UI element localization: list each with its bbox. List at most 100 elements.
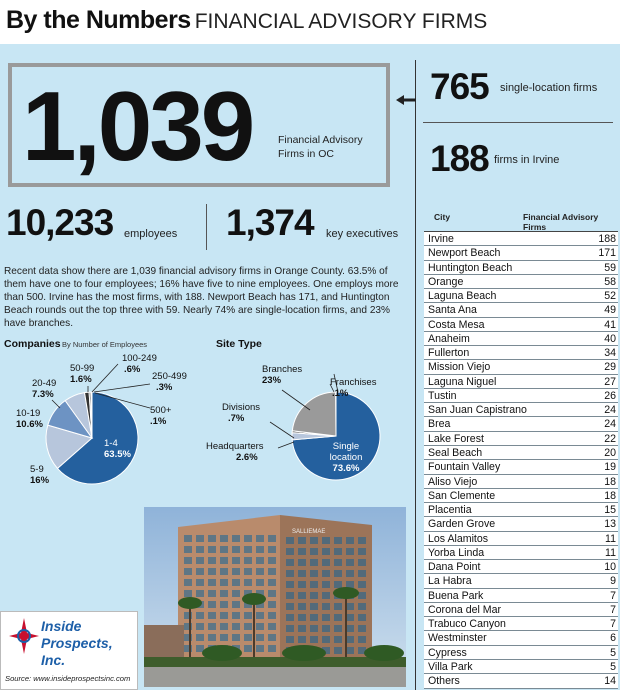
- firm-count: 19: [604, 461, 616, 474]
- office-building-photo: SALLIEMAE: [144, 507, 406, 687]
- table-row: Yorba Linda 11: [424, 545, 618, 561]
- employees-number: 10,233: [6, 202, 114, 243]
- slice-label-5-9: 5-9 16%: [30, 464, 50, 486]
- city-name: Trabuco Canyon: [428, 618, 506, 631]
- building-sign: SALLIEMAE: [292, 529, 325, 535]
- slice-label-100-249: 100-249.6%: [122, 353, 157, 375]
- firm-count: 188: [598, 233, 616, 245]
- companies-slice-1-4: [56, 391, 139, 485]
- companies-slice-5-9: [45, 424, 94, 470]
- firm-count: 26: [604, 389, 616, 402]
- table-row: Laguna Niguel 27: [424, 374, 618, 389]
- irvine-number: 188: [430, 138, 490, 179]
- table-row: Dana Point 10: [424, 560, 618, 575]
- firm-count: 11: [605, 532, 616, 545]
- firm-count: 41: [604, 318, 616, 331]
- table-row: Anaheim 40: [424, 331, 618, 347]
- firm-count: 58: [604, 275, 616, 288]
- city-name: Others: [428, 675, 460, 688]
- table-row: San Juan Capistrano 24: [424, 403, 618, 418]
- city-name: Huntington Beach: [428, 261, 513, 274]
- headline-box: 1,039 Financial Advisory Firms in OC: [8, 63, 390, 187]
- table-row: Tustin 26: [424, 388, 618, 404]
- firm-count: 5: [610, 646, 616, 659]
- city-name: Westminster: [428, 632, 487, 645]
- city-name: Buena Park: [428, 589, 484, 602]
- title-bold: By the Numbers: [6, 6, 191, 34]
- firm-count: 20: [604, 446, 616, 459]
- headline-label: Financial Advisory Firms in OC: [278, 134, 363, 160]
- city-name: Newport Beach: [428, 247, 501, 260]
- slice-label-1-4: 1-4 63.5%: [104, 438, 131, 460]
- city-name: San Clemente: [428, 489, 496, 502]
- single-location-number: 765: [430, 66, 490, 107]
- city-name: San Juan Capistrano: [428, 404, 527, 417]
- city-name: Santa Ana: [428, 304, 477, 317]
- leader-line: [333, 373, 339, 393]
- city-name: Yorba Linda: [428, 546, 485, 559]
- slice-label-headquarters: Headquarters 2.6%: [206, 441, 264, 463]
- city-name: Orange: [428, 275, 464, 288]
- slice-label-divisions: Divisions .7%: [222, 402, 261, 424]
- leader-line: [269, 421, 295, 439]
- executives-label: key executives: [326, 228, 399, 240]
- divider-line: [423, 122, 613, 123]
- table-row: Fullerton 34: [424, 346, 618, 361]
- slice-label-20-49: 20-49 7.3%: [32, 378, 57, 400]
- arrow-icon: [396, 95, 416, 105]
- city-name: Dana Point: [428, 561, 481, 574]
- leader-line: [91, 363, 119, 393]
- firm-count: 22: [604, 432, 616, 445]
- firm-count: 24: [604, 404, 616, 417]
- city-name: Los Alamitos: [428, 532, 489, 545]
- table-row: Santa Ana 49: [424, 303, 618, 318]
- leader-line: [93, 383, 151, 393]
- city-name: Villa Park: [428, 660, 473, 673]
- source-text: Source: www.insideprospectsinc.com: [5, 674, 131, 683]
- leader-line: [277, 441, 295, 449]
- firm-count: 52: [604, 290, 616, 303]
- inside-prospects-logo: Inside Prospects, Inc. Source: www.inside…: [0, 611, 138, 690]
- table-row: Cypress 5: [424, 645, 618, 660]
- slice-label-250-499: 250-499.3%: [152, 371, 187, 393]
- firm-count: 34: [604, 347, 616, 360]
- table-row: Corona del Mar 7: [424, 602, 618, 618]
- companies-chart-title: Companies: [4, 338, 61, 350]
- firm-count: 40: [604, 332, 616, 345]
- table-row: Westminster 6: [424, 631, 618, 646]
- city-name: Irvine: [428, 233, 454, 245]
- city-name: Garden Grove: [428, 518, 496, 531]
- slice-label-500-plus: 500+ .1%: [150, 405, 172, 427]
- city-name: Mission Viejo: [428, 361, 491, 374]
- slice-label-franchises: Franchises .1%: [330, 377, 377, 399]
- table-row: Villa Park 5: [424, 659, 618, 675]
- companies-pie-chart: [45, 363, 151, 485]
- city-table: Irvine 188 Newport Beach 171 Huntington Beac…: [424, 231, 618, 689]
- city-name: Fullerton: [428, 347, 470, 360]
- firm-count: 29: [604, 361, 616, 374]
- table-header-firms: Financial Advisory Firms: [523, 212, 599, 232]
- city-name: Costa Mesa: [428, 318, 485, 331]
- leader-line: [51, 399, 61, 409]
- slice-label-single-location: Single location 73.6%: [329, 441, 363, 474]
- leader-line: [94, 392, 151, 409]
- city-name: Aliso Viejo: [428, 475, 478, 488]
- city-name: Laguna Beach: [428, 290, 497, 303]
- table-row: Mission Viejo 29: [424, 360, 618, 375]
- site-type-slice-branches: [291, 391, 337, 437]
- city-name: Fountain Valley: [428, 461, 501, 474]
- city-name: Brea: [428, 418, 451, 431]
- firm-count: 18: [604, 475, 616, 488]
- site-type-chart-title: Site Type: [216, 338, 262, 350]
- firm-count: 5: [610, 660, 616, 673]
- city-name: Corona del Mar: [428, 603, 502, 616]
- firm-count: 10: [604, 561, 616, 574]
- table-row: Huntington Beach 59: [424, 260, 618, 275]
- table-row: Costa Mesa 41: [424, 317, 618, 332]
- firm-count: 7: [610, 603, 616, 616]
- single-location-label: single-location firms: [500, 82, 598, 94]
- slice-label-10-19: 10-19 10.6%: [16, 408, 43, 430]
- table-row: Buena Park 7: [424, 588, 618, 603]
- city-name: La Habra: [428, 575, 472, 588]
- stat-separator: [206, 204, 207, 250]
